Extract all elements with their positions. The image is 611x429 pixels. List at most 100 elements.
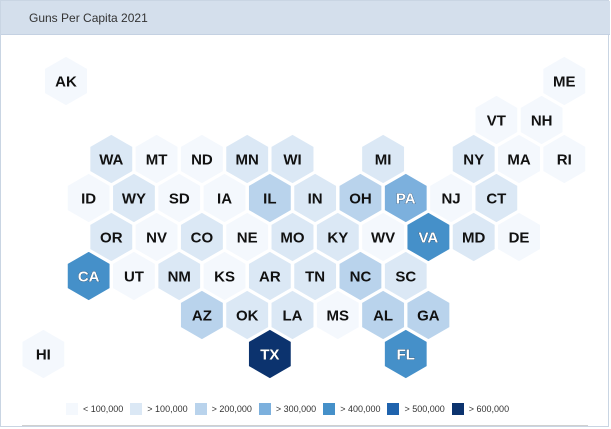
state-shape[interactable] [496,133,542,185]
state-hex-me[interactable]: ME [541,55,587,107]
state-hex-oh[interactable]: OH [338,172,383,224]
state-shape[interactable] [451,133,497,185]
state-hex-ms[interactable]: MS [315,289,361,341]
state-shape[interactable] [43,55,89,107]
legend-item[interactable]: > 400,000 [323,403,380,415]
state-shape[interactable] [156,250,202,302]
state-hex-mi[interactable]: MI [360,133,406,185]
state-hex-ca[interactable]: CA [66,250,112,302]
legend-item[interactable]: > 500,000 [387,403,445,415]
state-hex-mt[interactable]: MT [134,133,180,185]
state-hex-ia[interactable]: IA [202,172,247,224]
state-shape[interactable] [270,133,315,185]
legend-item[interactable]: < 100,000 [66,403,123,415]
state-hex-nd[interactable]: ND [179,133,225,185]
state-shape[interactable] [360,211,406,263]
state-hex-ga[interactable]: GA [405,289,451,341]
state-hex-nh[interactable]: NH [519,94,565,146]
state-shape[interactable] [247,172,293,224]
state-shape[interactable] [224,211,270,263]
state-shape[interactable] [20,328,66,380]
legend-item[interactable]: > 600,000 [451,403,509,415]
state-hex-ut[interactable]: UT [111,250,157,302]
state-hex-ak[interactable]: AK [43,55,89,107]
state-shape[interactable] [541,55,587,107]
state-shape[interactable] [179,133,225,185]
state-hex-pa[interactable]: PA [383,172,429,224]
state-shape[interactable] [179,289,225,341]
state-shape[interactable] [156,172,202,224]
state-shape[interactable] [292,172,338,224]
state-shape[interactable] [111,250,157,302]
state-shape[interactable] [383,328,429,380]
state-hex-tx[interactable]: TX [247,328,293,380]
state-hex-mo[interactable]: MO [270,211,315,263]
state-shape[interactable] [88,133,134,185]
state-shape[interactable] [224,133,270,185]
state-hex-ne[interactable]: NE [224,211,270,263]
state-hex-fl[interactable]: FL [383,328,429,380]
state-hex-md[interactable]: MD [451,211,497,263]
state-hex-ar[interactable]: AR [247,250,293,302]
state-hex-vt[interactable]: VT [473,94,519,146]
state-shape[interactable] [360,133,406,185]
state-hex-wa[interactable]: WA [88,133,134,185]
state-hex-hi[interactable]: HI [20,328,66,380]
legend-item[interactable]: > 100,000 [130,403,188,415]
state-shape[interactable] [473,94,519,146]
state-shape[interactable] [202,172,247,224]
state-shape[interactable] [405,211,451,263]
state-hex-in[interactable]: IN [292,172,338,224]
state-shape[interactable] [496,211,542,263]
state-hex-ks[interactable]: KS [202,250,247,302]
state-shape[interactable] [541,133,587,185]
state-hex-wi[interactable]: WI [270,133,315,185]
state-hex-il[interactable]: IL [247,172,293,224]
state-hex-ri[interactable]: RI [541,133,587,185]
state-shape[interactable] [360,289,406,341]
state-shape[interactable] [247,328,293,380]
state-hex-ny[interactable]: NY [451,133,497,185]
state-shape[interactable] [405,289,451,341]
state-hex-az[interactable]: AZ [179,289,225,341]
state-shape[interactable] [66,172,112,224]
state-hex-sd[interactable]: SD [156,172,202,224]
legend-item[interactable]: > 200,000 [194,403,252,415]
state-shape[interactable] [315,289,361,341]
state-shape[interactable] [428,172,474,224]
state-hex-la[interactable]: LA [270,289,315,341]
state-hex-nj[interactable]: NJ [428,172,474,224]
state-shape[interactable] [338,172,383,224]
state-hex-ma[interactable]: MA [496,133,542,185]
state-hex-va[interactable]: VA [405,211,451,263]
state-shape[interactable] [270,289,315,341]
state-hex-nc[interactable]: NC [338,250,383,302]
state-hex-or[interactable]: OR [88,211,134,263]
state-shape[interactable] [134,133,180,185]
state-hex-tn[interactable]: TN [292,250,338,302]
state-shape[interactable] [134,211,180,263]
state-hex-nm[interactable]: NM [156,250,202,302]
state-hex-wv[interactable]: WV [360,211,406,263]
state-hex-al[interactable]: AL [360,289,406,341]
state-shape[interactable] [111,172,157,224]
state-shape[interactable] [224,289,270,341]
state-hex-id[interactable]: ID [66,172,112,224]
state-shape[interactable] [292,250,338,302]
state-hex-ky[interactable]: KY [315,211,361,263]
state-shape[interactable] [473,172,519,224]
state-shape[interactable] [451,211,497,263]
state-shape[interactable] [338,250,383,302]
state-hex-nv[interactable]: NV [134,211,180,263]
state-hex-ok[interactable]: OK [224,289,270,341]
state-shape[interactable] [247,250,293,302]
legend-item[interactable]: > 300,000 [258,403,316,415]
state-shape[interactable] [383,172,429,224]
state-hex-ct[interactable]: CT [473,172,519,224]
state-shape[interactable] [202,250,247,302]
state-shape[interactable] [66,250,112,302]
state-shape[interactable] [519,94,565,146]
state-shape[interactable] [179,211,225,263]
state-shape[interactable] [315,211,361,263]
state-hex-mn[interactable]: MN [224,133,270,185]
